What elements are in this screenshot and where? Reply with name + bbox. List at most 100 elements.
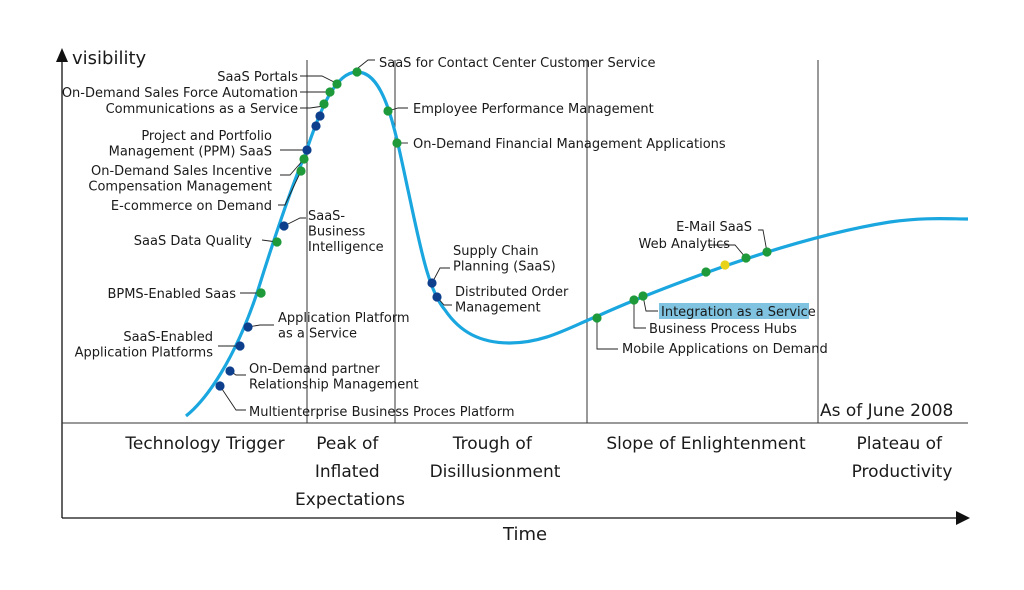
label-layer: SaaS for Contact Center Customer Service… xyxy=(62,56,828,420)
technology-label-line: SaaS-Enabled xyxy=(123,330,213,345)
blue-dot xyxy=(243,322,253,332)
leader-line xyxy=(219,385,246,411)
phase-peak: Peak of Inflated Expectations xyxy=(295,434,405,510)
technology-label-line: E-Mail SaaS xyxy=(676,220,752,235)
phase-technology-trigger: Technology Trigger xyxy=(124,434,284,454)
green-dot xyxy=(383,106,393,116)
green-dot xyxy=(592,313,602,323)
technology-label-line: Application Platform xyxy=(278,311,410,326)
technology-label: Project and Portfolio Management (PPM) Sa… xyxy=(109,129,272,160)
leader-lines xyxy=(218,59,768,411)
phase-labels: Technology Trigger Peak of Inflated Expe… xyxy=(124,434,952,510)
technology-label-line: Web Analytics xyxy=(638,237,730,252)
green-dot xyxy=(762,247,772,257)
phase-line: Disillusionment xyxy=(430,462,561,482)
technology-label: On-Demand Sales Force Automation xyxy=(62,86,298,101)
technology-label: Supply Chain Planning (SaaS) xyxy=(453,244,556,275)
technology-label-line: SaaS for Contact Center Customer Service xyxy=(379,56,656,71)
blue-dot xyxy=(315,111,325,121)
technology-label-line: SaaS Portals xyxy=(217,70,298,85)
blue-dot xyxy=(215,381,225,391)
technology-label: On-Demand Financial Management Applicati… xyxy=(413,137,726,152)
leader-line xyxy=(642,295,658,312)
technology-label-line: Project and Portfolio xyxy=(141,129,272,144)
technology-label: BPMS-Enabled Saas xyxy=(107,287,236,302)
green-dot xyxy=(272,237,282,247)
technology-label-line: E-commerce on Demand xyxy=(111,199,272,214)
leader-line xyxy=(596,318,618,350)
phase-line: Plateau of xyxy=(857,434,944,454)
technology-label-line: On-Demand Sales Force Automation xyxy=(62,86,298,101)
leader-line xyxy=(633,300,646,329)
technology-label: On-Demand partner Relationship Management xyxy=(249,362,419,393)
blue-dot xyxy=(427,278,437,288)
green-dot xyxy=(638,291,648,301)
x-axis-label: Time xyxy=(502,524,547,545)
technology-label-line: On-Demand Sales Incentive xyxy=(91,164,272,179)
technology-label: On-Demand Sales Incentive Compensation Ma… xyxy=(88,164,272,195)
technology-label: Integration as a Service xyxy=(661,305,816,320)
blue-dot xyxy=(311,121,321,131)
technology-label-line: SaaS Data Quality xyxy=(134,234,253,249)
technology-label-line: Management xyxy=(455,301,541,316)
green-dot xyxy=(299,154,309,164)
technology-label: SaaS for Contact Center Customer Service xyxy=(379,56,656,71)
technology-label-line: Business Process Hubs xyxy=(649,322,797,337)
technology-label: Mobile Applications on Demand xyxy=(622,342,828,357)
technology-label-line: Planning (SaaS) xyxy=(453,260,556,275)
technology-label-line: Distributed Order xyxy=(455,285,569,300)
leader-line xyxy=(280,158,305,176)
technology-label-line: Multienterprise Business Proces Platform xyxy=(249,405,515,420)
technology-label: Employee Performance Management xyxy=(413,102,654,117)
x-axis-arrow-icon xyxy=(956,511,970,525)
technology-label: Multienterprise Business Proces Platform xyxy=(249,405,515,420)
green-dot xyxy=(319,99,329,109)
technology-label-line: Management (PPM) SaaS xyxy=(109,145,272,160)
phase-plateau: Plateau of Productivity xyxy=(852,434,953,482)
as-of-date: As of June 2008 xyxy=(820,401,953,421)
green-dot xyxy=(629,295,639,305)
green-dot xyxy=(332,79,342,89)
axes xyxy=(56,48,970,525)
phase-trough: Trough of Disillusionment xyxy=(430,434,561,482)
technology-label: Application Platform as a Service xyxy=(278,311,410,342)
technology-label-line: On-Demand partner xyxy=(249,362,380,377)
technology-label-line: Intelligence xyxy=(308,240,384,255)
y-axis-arrow-icon xyxy=(56,48,68,62)
technology-label-line: Relationship Management xyxy=(249,378,419,393)
phase-line: Inflated xyxy=(315,462,380,482)
yellow-dot xyxy=(720,260,730,270)
technology-label-line: as a Service xyxy=(278,327,357,342)
blue-dot xyxy=(225,366,235,376)
leader-line xyxy=(431,267,450,284)
technology-label-line: SaaS- xyxy=(308,209,345,224)
leader-line xyxy=(708,244,747,259)
technology-label: Distributed Order Management xyxy=(455,285,569,316)
leader-line xyxy=(758,229,768,253)
green-dot xyxy=(352,67,362,77)
blue-dot xyxy=(279,221,289,231)
green-dot xyxy=(741,253,751,263)
technology-label: SaaS Portals xyxy=(217,70,298,85)
green-dot xyxy=(325,87,335,97)
technology-label: Business Process Hubs xyxy=(649,322,797,337)
highlight-integration xyxy=(659,303,809,319)
blue-dot xyxy=(432,292,442,302)
technology-label: SaaS-Business Intelligence xyxy=(308,209,384,255)
phase-line: Technology Trigger xyxy=(124,434,284,454)
blue-dot xyxy=(302,145,312,155)
technology-label-line: Communications as a Service xyxy=(106,102,298,117)
green-dot xyxy=(256,288,266,298)
technology-label: E-commerce on Demand xyxy=(111,199,272,214)
phase-line: Productivity xyxy=(852,462,953,482)
dot-layer xyxy=(215,67,772,391)
technology-label-line: BPMS-Enabled Saas xyxy=(107,287,236,302)
technology-label: SaaS-Enabled Application Platforms xyxy=(75,330,214,361)
phase-dividers xyxy=(306,60,819,423)
phase-line: Peak of xyxy=(316,434,379,454)
technology-label-line: Integration as a Service xyxy=(661,305,816,320)
phase-line: Trough of xyxy=(452,434,533,454)
leader-line xyxy=(300,75,339,85)
technology-label-line: Employee Performance Management xyxy=(413,102,654,117)
